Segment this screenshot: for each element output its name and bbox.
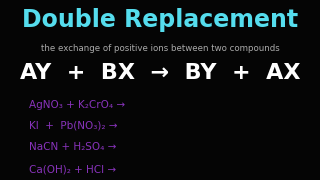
Text: Ca(OH)₂ + HCl →: Ca(OH)₂ + HCl → xyxy=(29,165,116,175)
Text: the exchange of positive ions between two compounds: the exchange of positive ions between tw… xyxy=(41,44,279,53)
Text: AgNO₃ + K₂CrO₄ →: AgNO₃ + K₂CrO₄ → xyxy=(29,100,125,110)
Text: NaCN + H₂SO₄ →: NaCN + H₂SO₄ → xyxy=(29,142,116,152)
Text: AY  +  BX  →  BY  +  AX: AY + BX → BY + AX xyxy=(20,63,300,83)
Text: KI  +  Pb(NO₃)₂ →: KI + Pb(NO₃)₂ → xyxy=(29,121,117,131)
Text: Double Replacement: Double Replacement xyxy=(22,8,298,32)
